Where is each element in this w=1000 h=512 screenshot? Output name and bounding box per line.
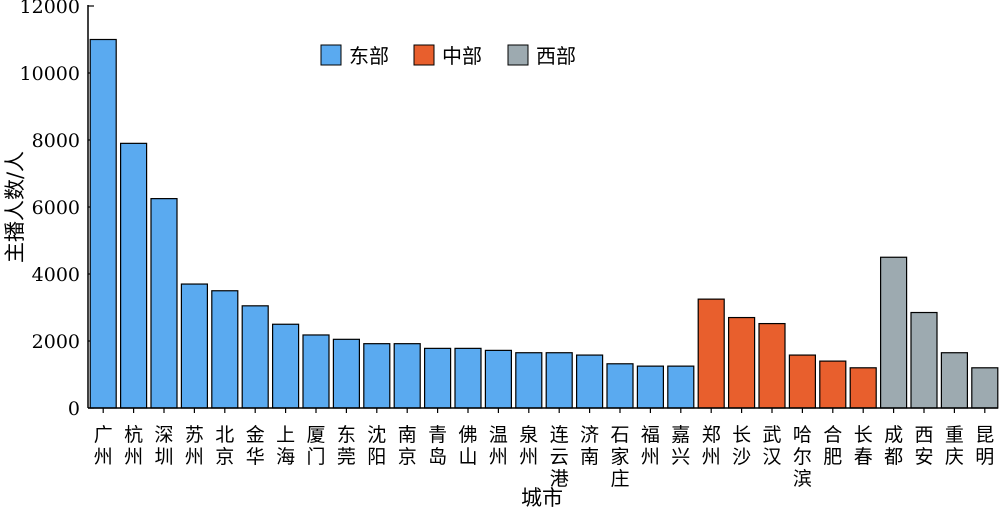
bar-沈阳 <box>363 343 391 409</box>
y-tick-label: 12000 <box>20 0 80 18</box>
bar-武汉 <box>758 322 786 409</box>
y-tick-label: 2000 <box>32 331 80 353</box>
bar-成都 <box>879 256 908 409</box>
x-tick-label: 厦门 <box>306 424 325 468</box>
bar-东莞 <box>332 338 360 409</box>
y-tick-label: 10000 <box>20 63 80 85</box>
x-tick-label: 佛山 <box>458 424 477 468</box>
bar-北京 <box>211 290 239 409</box>
legend-label: 西部 <box>536 44 576 68</box>
bar-广州 <box>89 38 117 409</box>
bar-厦门 <box>302 334 330 409</box>
bar-长沙 <box>727 316 756 409</box>
x-tick-label: 福州 <box>641 424 660 468</box>
x-tick-label: 西安 <box>914 424 933 468</box>
x-tick-label: 昆明 <box>975 424 994 468</box>
bar-杭州 <box>119 142 148 409</box>
bar-福州 <box>636 365 665 409</box>
bar-上海 <box>272 323 300 409</box>
legend-swatch <box>507 44 529 66</box>
legend-label: 中部 <box>442 44 482 68</box>
bars <box>89 38 999 409</box>
bar-青岛 <box>424 347 452 409</box>
x-axis-title: 城市 <box>521 486 563 510</box>
bar-佛山 <box>454 347 482 409</box>
x-tick-label: 武汉 <box>762 424 781 468</box>
legend-swatch <box>320 44 342 66</box>
x-tick-label: 合肥 <box>823 424 842 468</box>
legend-swatch <box>413 44 435 66</box>
x-tick-label: 东莞 <box>337 424 356 468</box>
bar-济南 <box>575 354 604 409</box>
bar-重庆 <box>940 352 969 409</box>
x-tick-label: 嘉兴 <box>671 424 690 468</box>
legend-label: 东部 <box>349 44 389 68</box>
x-tick-label: 成都 <box>884 424 903 468</box>
bar-深圳 <box>150 198 178 409</box>
bar-南京 <box>393 343 421 409</box>
x-tick-label: 深圳 <box>154 424 173 468</box>
bar-石家庄 <box>606 363 634 409</box>
x-tick-label: 上海 <box>276 424 295 468</box>
x-tick-label: 长春 <box>854 424 873 468</box>
x-tick-label: 苏州 <box>185 424 204 468</box>
x-tick-label: 泉州 <box>519 424 538 468</box>
x-tick-label: 石家庄 <box>610 424 629 490</box>
bar-嘉兴 <box>667 365 695 409</box>
x-tick-label: 济南 <box>580 424 599 468</box>
bar-连云港 <box>545 352 573 409</box>
x-tick-label: 连云港 <box>550 424 569 490</box>
bar-哈尔滨 <box>788 354 817 409</box>
x-tick-label: 长沙 <box>732 424 751 468</box>
x-tick-label: 沈阳 <box>367 424 386 468</box>
bar-西安 <box>910 311 938 409</box>
bar-温州 <box>484 349 512 409</box>
bar-昆明 <box>971 367 999 409</box>
y-axis-ticks: 0 2000 4000 6000 8000 10000 12000 <box>20 0 94 420</box>
x-tick-label: 金华 <box>246 424 265 468</box>
x-tick-label: 温州 <box>489 424 508 468</box>
bar-苏州 <box>180 283 208 409</box>
x-tick-label: 重庆 <box>945 424 964 468</box>
bar-合肥 <box>819 360 847 409</box>
x-tick-label: 北京 <box>215 424 234 468</box>
y-tick-label: 0 <box>68 398 80 420</box>
y-tick-label: 4000 <box>32 264 80 286</box>
bar-郑州 <box>697 298 725 409</box>
x-tick-label: 青岛 <box>428 424 447 468</box>
legend: 东部 中部 西部 <box>320 44 576 68</box>
x-tick-label: 杭州 <box>124 424 143 468</box>
y-axis-title: 主播人数/人 <box>3 151 27 263</box>
x-tick-label: 广州 <box>94 424 113 468</box>
y-tick-label: 8000 <box>32 130 80 152</box>
x-tick-label: 南京 <box>398 424 417 468</box>
bar-金华 <box>241 305 269 409</box>
y-tick-label: 6000 <box>32 197 80 219</box>
x-axis-category-labels: 广州杭州深圳苏州北京金华上海厦门东莞沈阳南京青岛佛山温州泉州连云港济南石家庄福州… <box>94 408 994 490</box>
x-tick-label: 郑州 <box>702 424 721 468</box>
bar-泉州 <box>515 352 543 409</box>
bar-长春 <box>849 367 877 409</box>
x-tick-label: 哈尔滨 <box>793 424 812 490</box>
